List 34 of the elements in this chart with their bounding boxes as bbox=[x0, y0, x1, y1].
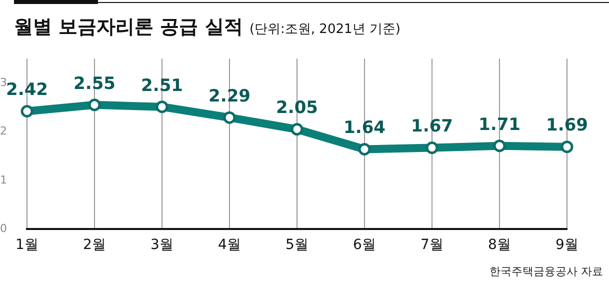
x-tick-label: 8월 bbox=[488, 237, 511, 254]
data-label: 2.51 bbox=[141, 76, 183, 96]
chart-title: 월별 보금자리론 공급 실적 bbox=[14, 16, 243, 38]
y-tick-label: 2 bbox=[0, 124, 7, 138]
data-label: 2.55 bbox=[74, 74, 116, 94]
point bbox=[88, 98, 101, 112]
x-tick-label: 7월 bbox=[420, 237, 444, 254]
x-tick-label: 1월 bbox=[16, 237, 38, 254]
data-label: 2.42 bbox=[6, 80, 48, 100]
point bbox=[358, 143, 371, 156]
data-label: 2.05 bbox=[276, 98, 318, 118]
y-tick-label: 0 bbox=[0, 222, 7, 236]
point bbox=[493, 140, 506, 152]
point bbox=[426, 142, 438, 154]
x-tick-label: 3월 bbox=[150, 237, 174, 254]
point bbox=[560, 140, 574, 154]
data-label: 1.64 bbox=[344, 118, 386, 138]
y-tick-label: 3 bbox=[0, 76, 7, 89]
x-tick-label: 5월 bbox=[286, 237, 308, 254]
point bbox=[20, 104, 34, 118]
data-label: 1.71 bbox=[478, 114, 520, 135]
y-tick-label: 1 bbox=[0, 173, 7, 186]
point bbox=[290, 123, 304, 136]
data-label: 2.29 bbox=[208, 86, 250, 106]
data-label: 1.67 bbox=[411, 116, 453, 137]
chart-subtitle: (단위:조원, 2021년 기준) bbox=[249, 22, 400, 37]
data-label: 1.69 bbox=[546, 116, 588, 136]
x-tick-label: 4월 bbox=[218, 237, 241, 254]
x-tick-label: 9월 bbox=[556, 237, 578, 254]
point bbox=[156, 100, 168, 114]
x-tick-label: 6월 bbox=[353, 237, 376, 254]
text: 한국주택금융공사 자료 bbox=[490, 264, 603, 279]
point bbox=[223, 111, 236, 124]
x-tick-label: 2월 bbox=[83, 237, 106, 254]
